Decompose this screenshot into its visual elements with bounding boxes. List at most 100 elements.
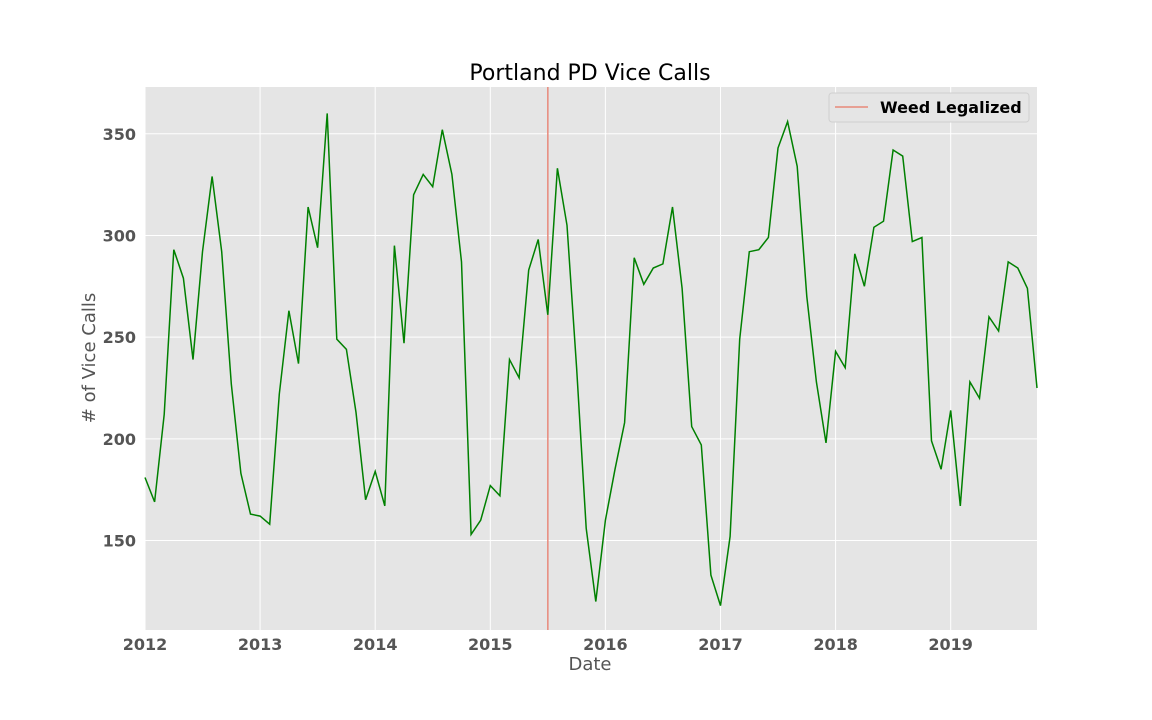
data-point	[604, 519, 607, 522]
data-point	[863, 285, 866, 288]
data-point	[278, 393, 281, 396]
data-point	[805, 295, 808, 298]
plot-contents	[144, 87, 1039, 630]
data-point	[853, 252, 856, 255]
data-point	[153, 500, 156, 503]
data-point	[546, 313, 549, 316]
data-point	[997, 330, 1000, 333]
data-point	[527, 269, 530, 272]
data-point	[412, 193, 415, 196]
data-point	[345, 348, 348, 351]
x-tick-label: 2017	[698, 635, 743, 654]
data-point	[364, 498, 367, 501]
data-point	[220, 250, 223, 253]
data-point	[441, 128, 444, 131]
data-point	[796, 165, 799, 168]
data-point	[633, 256, 636, 259]
data-point	[287, 309, 290, 312]
data-point	[422, 173, 425, 176]
y-tick-label: 200	[103, 430, 136, 449]
data-point	[201, 250, 204, 253]
data-point	[335, 338, 338, 341]
data-point	[1036, 387, 1039, 390]
data-point	[911, 240, 914, 243]
plot-area	[145, 87, 1037, 630]
data-point	[326, 112, 329, 115]
data-point	[652, 267, 655, 270]
data-point	[585, 527, 588, 530]
data-point	[297, 362, 300, 365]
data-point	[172, 248, 175, 251]
data-point	[892, 149, 895, 152]
data-point	[777, 147, 780, 150]
data-point	[566, 224, 569, 227]
data-point	[192, 358, 195, 361]
data-point	[403, 342, 406, 345]
data-point	[163, 413, 166, 416]
x-tick-label: 2016	[583, 635, 628, 654]
data-point	[671, 206, 674, 209]
data-point	[518, 376, 521, 379]
x-tick-label: 2018	[813, 635, 858, 654]
data-point	[1007, 260, 1010, 263]
y-tick-label: 300	[103, 226, 136, 245]
data-point	[834, 350, 837, 353]
y-axis-label: # of Vice Calls	[79, 293, 100, 423]
data-point	[920, 236, 923, 239]
y-axis-ticks: 150 200 250 300 350	[103, 125, 136, 551]
data-point	[729, 535, 732, 538]
data-point	[959, 504, 962, 507]
data-point	[450, 173, 453, 176]
data-point	[230, 382, 233, 385]
y-tick-label: 250	[103, 328, 136, 347]
data-point	[594, 600, 597, 603]
data-point	[623, 421, 626, 424]
data-point	[316, 246, 319, 249]
x-tick-label: 2014	[353, 635, 398, 654]
data-point	[882, 220, 885, 223]
data-point	[930, 439, 933, 442]
data-point	[825, 441, 828, 444]
data-point	[268, 523, 271, 526]
data-point	[690, 425, 693, 428]
data-point	[1016, 267, 1019, 270]
x-tick-label: 2012	[123, 635, 168, 654]
x-tick-label: 2015	[468, 635, 513, 654]
x-axis-ticks: 2012 2013 2014 2015 2016 2017 2018 2019	[123, 635, 973, 654]
data-point	[700, 443, 703, 446]
y-tick-label: 150	[103, 532, 136, 551]
data-point	[479, 519, 482, 522]
data-point	[949, 409, 952, 412]
data-point	[719, 604, 722, 607]
data-point	[259, 515, 262, 518]
data-point	[239, 472, 242, 475]
x-axis-label: Date	[568, 654, 611, 675]
data-point	[1026, 287, 1029, 290]
data-point	[489, 484, 492, 487]
data-point	[144, 476, 147, 479]
data-point	[978, 397, 981, 400]
data-point	[556, 167, 559, 170]
y-tick-label: 350	[103, 125, 136, 144]
data-point	[709, 574, 712, 577]
data-point	[307, 206, 310, 209]
legend-label-weed-legalized: Weed Legalized	[880, 98, 1022, 117]
data-point	[661, 262, 664, 265]
data-point	[767, 236, 770, 239]
data-point	[681, 287, 684, 290]
data-point	[383, 504, 386, 507]
series-line-vice-calls	[144, 113, 1038, 606]
data-point	[460, 260, 463, 263]
x-tick-label: 2019	[928, 635, 973, 654]
data-point	[211, 175, 214, 178]
chart-title: Portland PD Vice Calls	[469, 61, 710, 86]
data-point	[940, 468, 943, 471]
data-point	[901, 155, 904, 158]
data-point	[815, 380, 818, 383]
data-point	[748, 250, 751, 253]
data-point	[374, 470, 377, 473]
data-point	[614, 468, 617, 471]
data-point	[575, 366, 578, 369]
data-point	[498, 494, 501, 497]
data-point	[537, 238, 540, 241]
